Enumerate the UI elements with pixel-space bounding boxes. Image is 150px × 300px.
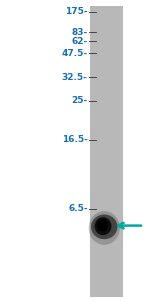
Text: 6.5-: 6.5- [68, 204, 88, 213]
Text: 16.5-: 16.5- [62, 135, 88, 144]
Ellipse shape [89, 211, 120, 245]
Text: 25-: 25- [72, 96, 88, 105]
Text: 32.5-: 32.5- [62, 73, 88, 82]
Ellipse shape [95, 217, 111, 235]
Text: 83-: 83- [72, 28, 88, 37]
Ellipse shape [91, 214, 117, 239]
Text: 47.5-: 47.5- [62, 49, 88, 58]
Ellipse shape [97, 219, 108, 232]
Bar [90, 6, 123, 297]
Text: 62-: 62- [72, 37, 88, 46]
Text: 175-: 175- [65, 8, 88, 16]
